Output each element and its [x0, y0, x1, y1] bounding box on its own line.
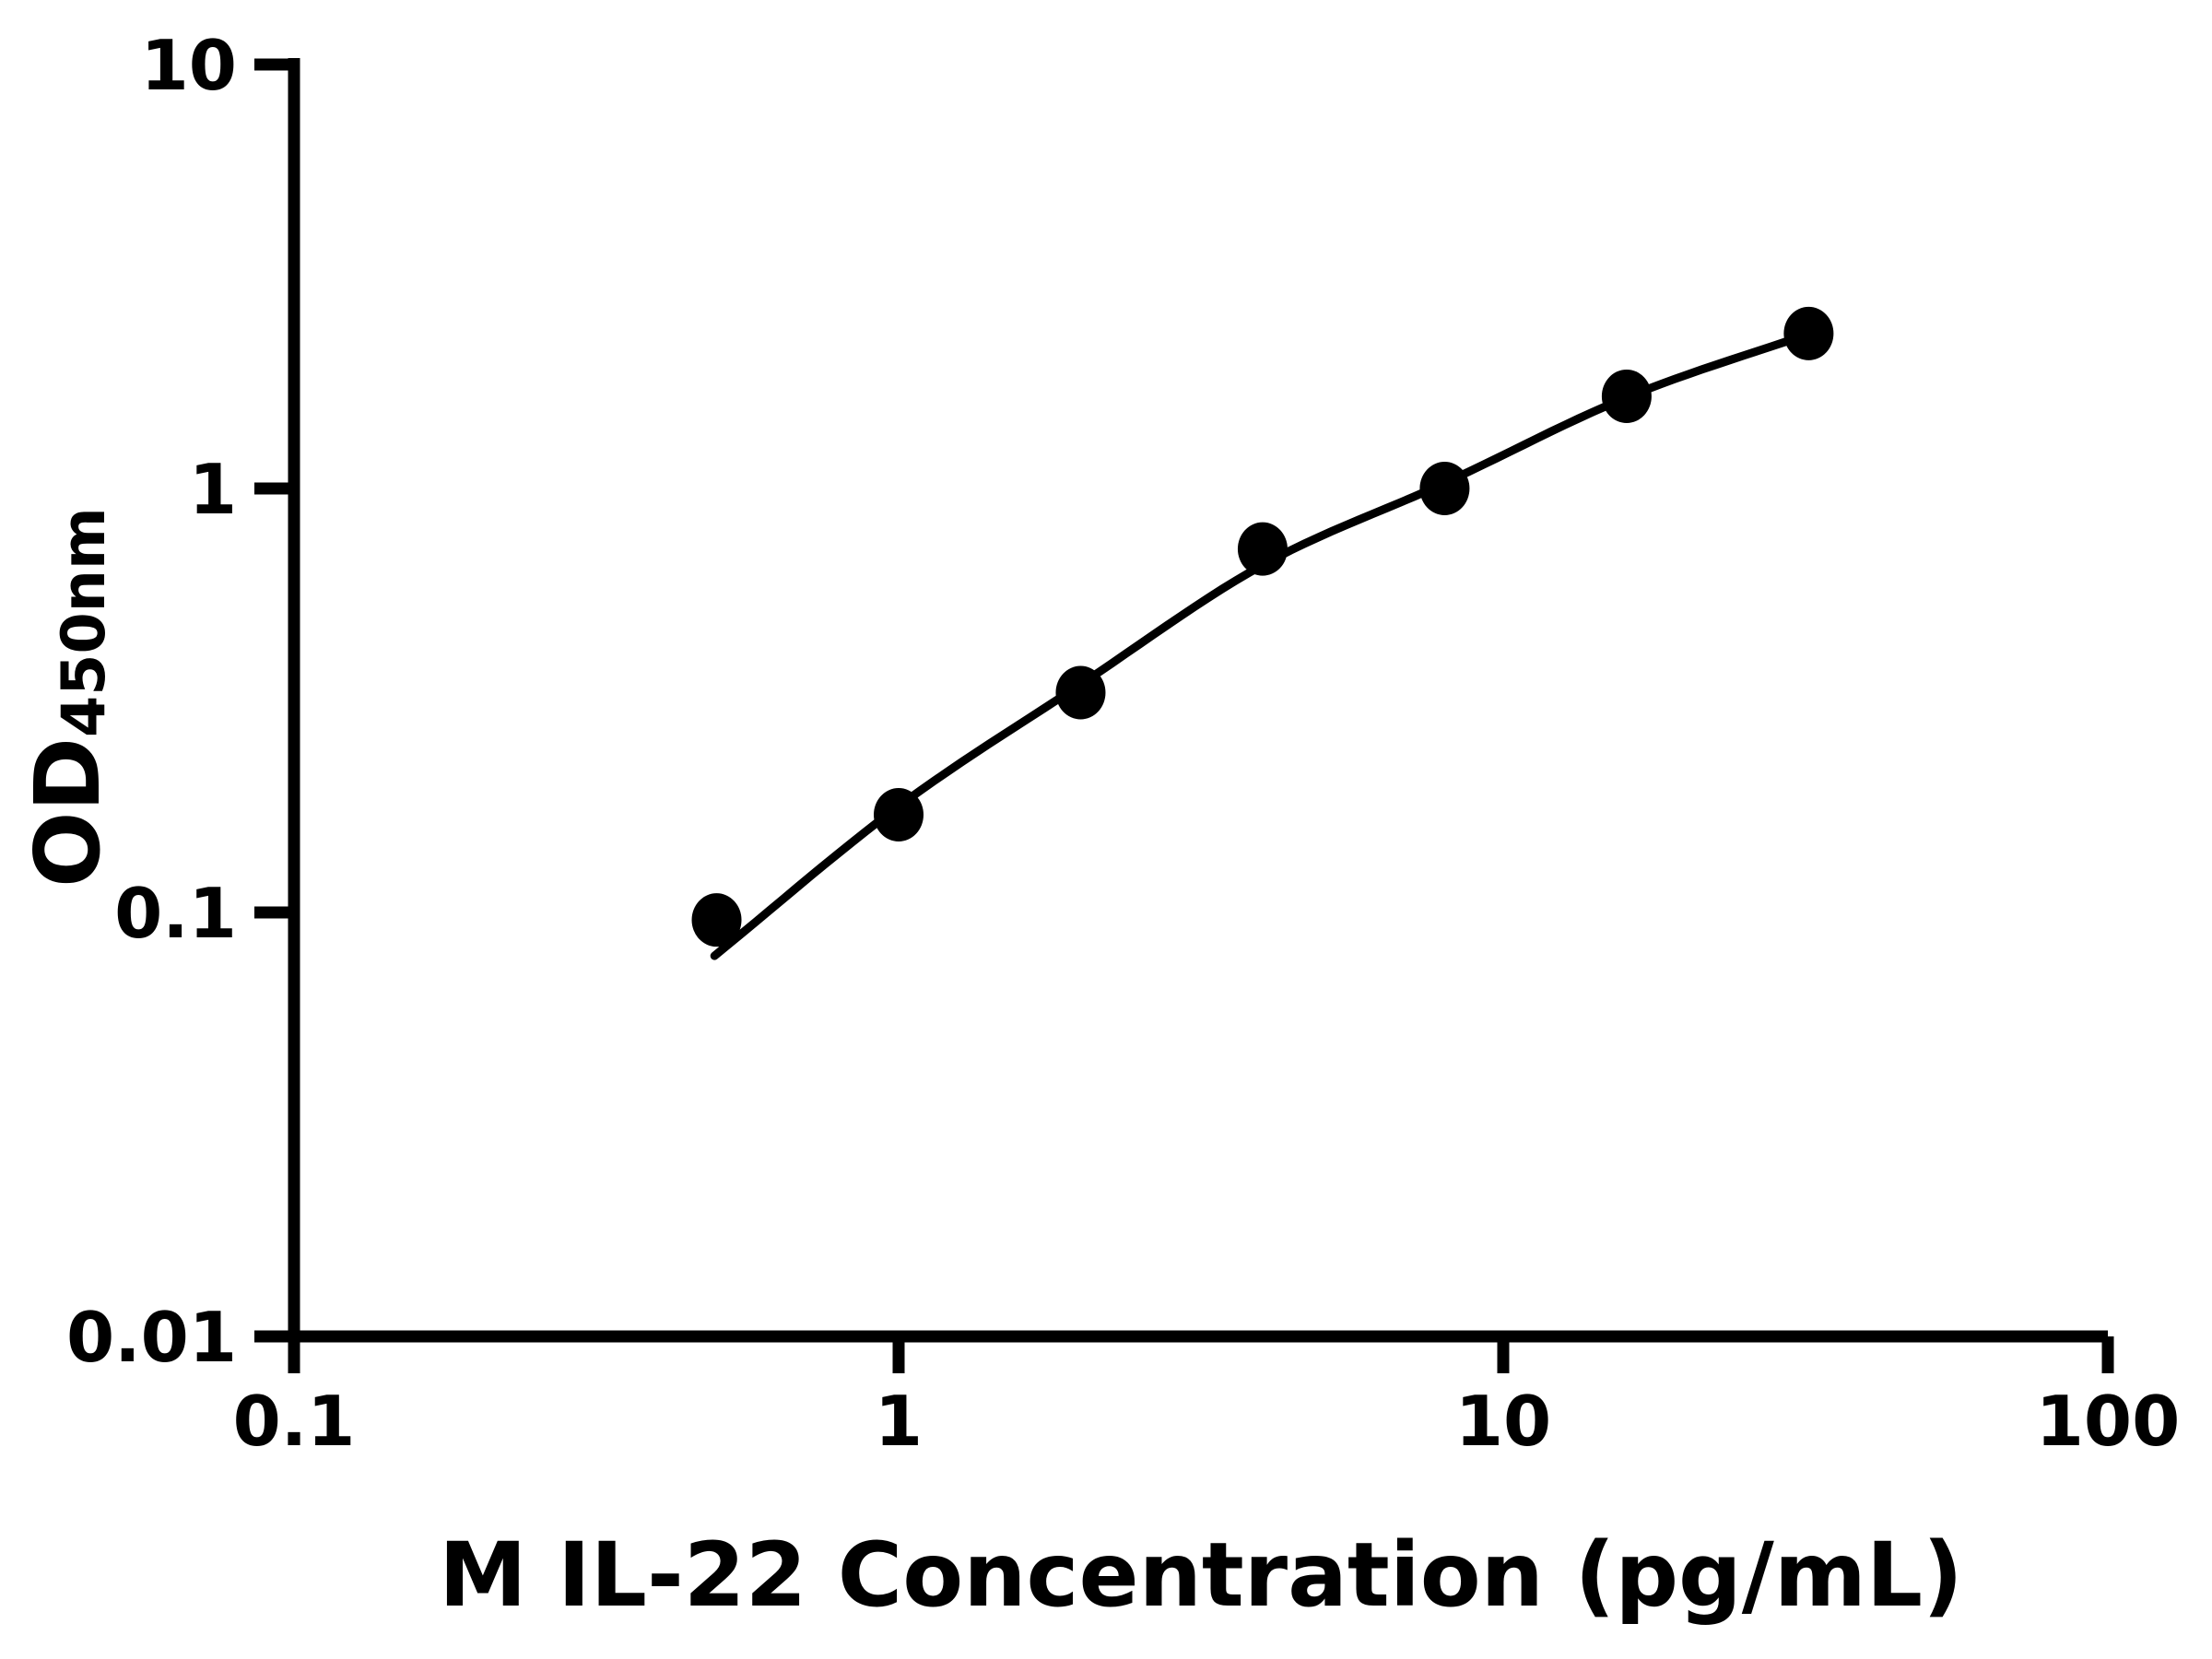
- data-point: [1055, 665, 1106, 720]
- y-axis-title-subscript: 450nm: [50, 507, 119, 737]
- y-tick-label: 1: [189, 449, 237, 530]
- x-tick-label: 1: [875, 1381, 923, 1462]
- fit-curve: [710, 328, 1817, 960]
- x-tick-label: 10: [1455, 1381, 1551, 1462]
- data-point: [1237, 522, 1288, 576]
- data-point: [874, 787, 924, 841]
- y-axis-title-main: OD: [16, 737, 120, 888]
- data-point: [691, 893, 742, 947]
- x-tick-label: 100: [2036, 1381, 2181, 1462]
- x-axis-title: M IL-22 Concentration (pg/mL): [439, 1524, 1963, 1627]
- y-axis-title: OD450nm: [16, 507, 120, 888]
- y-tick-label: 0.1: [114, 873, 237, 954]
- data-point: [1783, 306, 1834, 360]
- y-tick-label: 10: [141, 25, 237, 106]
- data-point: [1419, 462, 1470, 515]
- y-tick-label: 0.01: [66, 1297, 237, 1378]
- data-point: [1601, 369, 1652, 423]
- x-tick-label: 0.1: [233, 1381, 356, 1462]
